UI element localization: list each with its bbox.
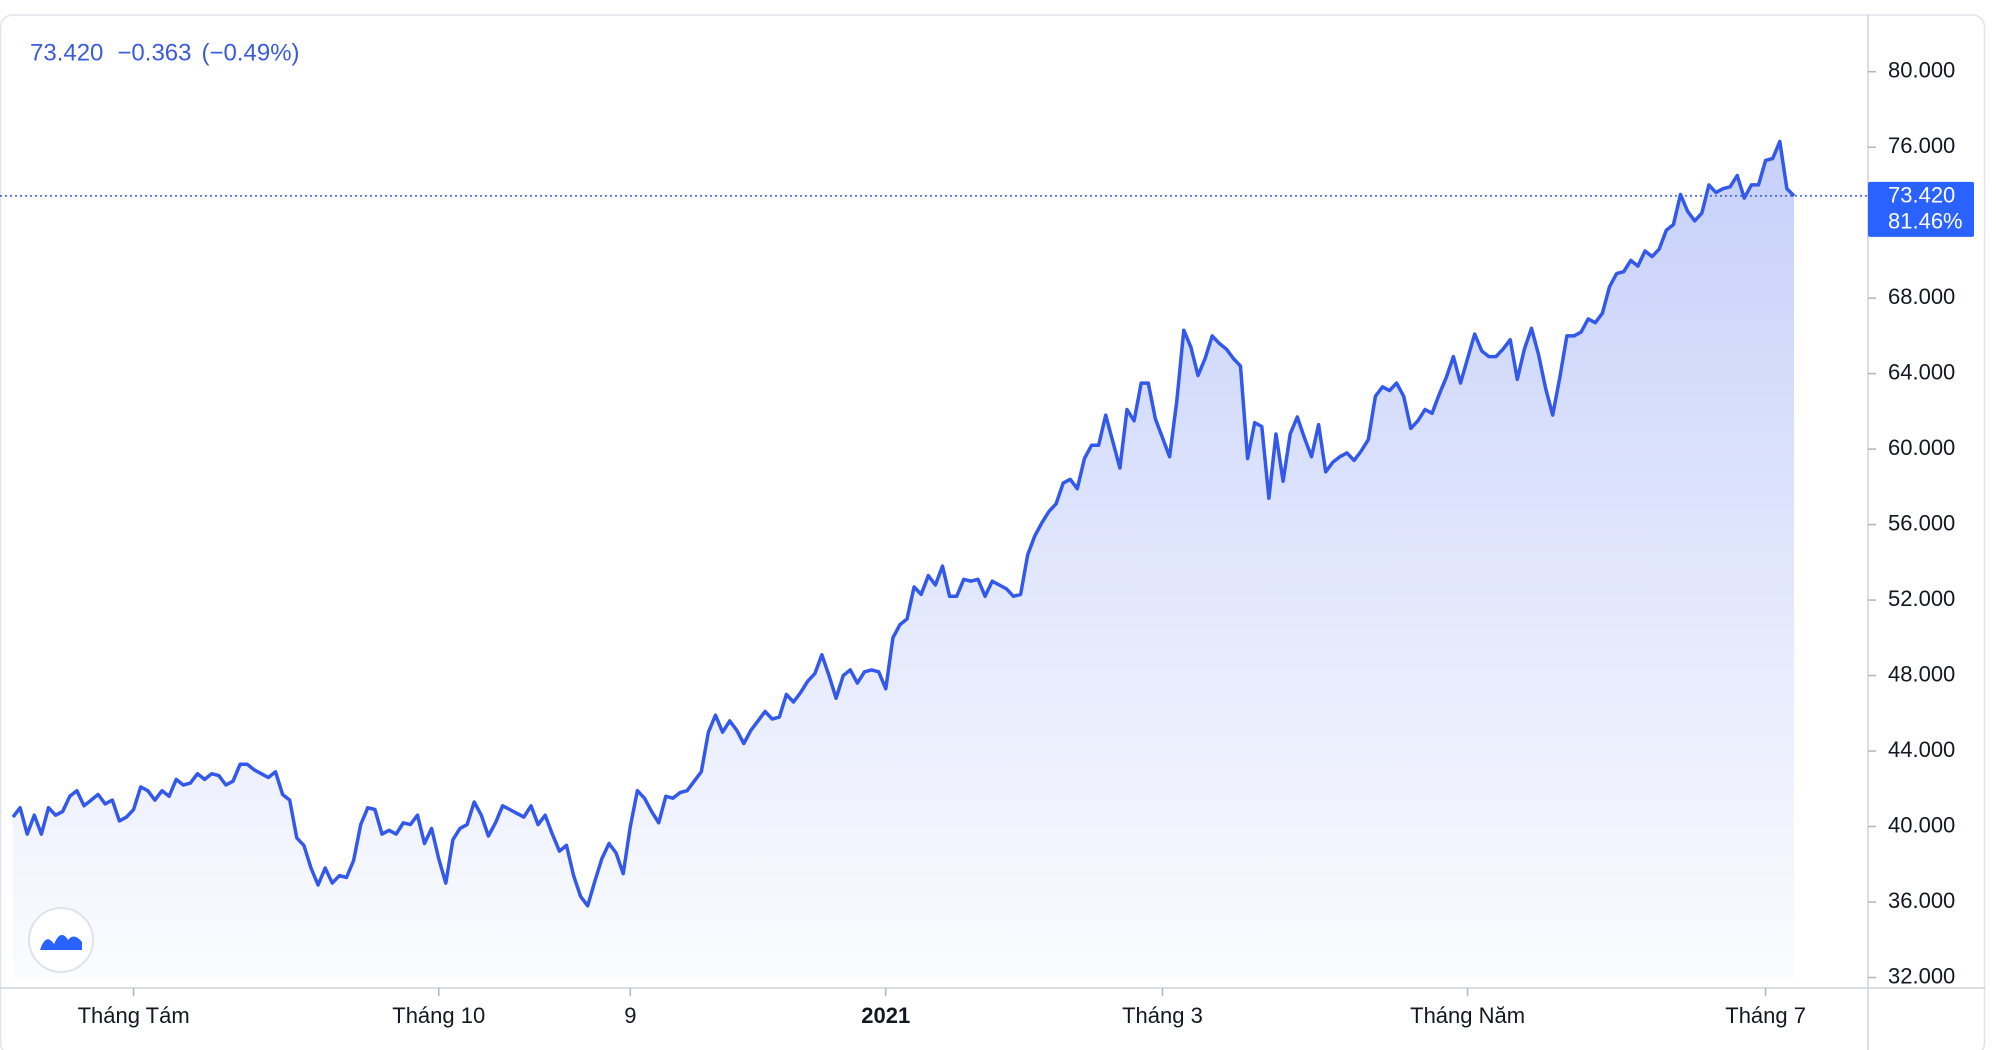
y-tick-label: 80.000 — [1888, 58, 1955, 83]
y-tick-label: 56.000 — [1888, 510, 1955, 535]
y-tick-label: 52.000 — [1888, 586, 1955, 611]
y-tick-label: 48.000 — [1888, 661, 1955, 686]
y-tick-label: 40.000 — [1888, 812, 1955, 837]
x-tick-label: Tháng Tám — [78, 1003, 190, 1028]
x-tick-label: Tháng 3 — [1122, 1003, 1203, 1028]
y-tick-label: 36.000 — [1888, 888, 1955, 913]
last-price-label: 73.420 — [1888, 183, 1955, 208]
x-tick-label: Tháng 10 — [392, 1003, 485, 1028]
plot — [11, 139, 1796, 978]
y-tick-label: 60.000 — [1888, 435, 1955, 460]
y-tick-label: 68.000 — [1888, 284, 1955, 309]
last-change-label: 81.46% — [1888, 209, 1963, 234]
y-tick-label: 76.000 — [1888, 133, 1955, 158]
header-price: 73.420 — [30, 39, 103, 66]
last-price-box — [1868, 181, 1974, 237]
area — [13, 141, 1794, 978]
x-tick-label: Tháng 7 — [1725, 1003, 1806, 1028]
y-tick-label: 32.000 — [1888, 963, 1955, 988]
header-change-pct: (−0.49%) — [201, 39, 299, 66]
frame — [0, 14, 1986, 1050]
logo — [28, 907, 94, 973]
header-change: −0.363 — [117, 39, 191, 66]
y-tick-label: 44.000 — [1888, 737, 1955, 762]
x-tick-label: 2021 — [861, 1003, 910, 1028]
y-tick-label: 64.000 — [1888, 359, 1955, 384]
x-tick-label: Tháng Năm — [1410, 1003, 1525, 1028]
x-tick-label: 9 — [624, 1003, 636, 1028]
line — [11, 139, 1796, 908]
logo-icon — [40, 934, 82, 950]
